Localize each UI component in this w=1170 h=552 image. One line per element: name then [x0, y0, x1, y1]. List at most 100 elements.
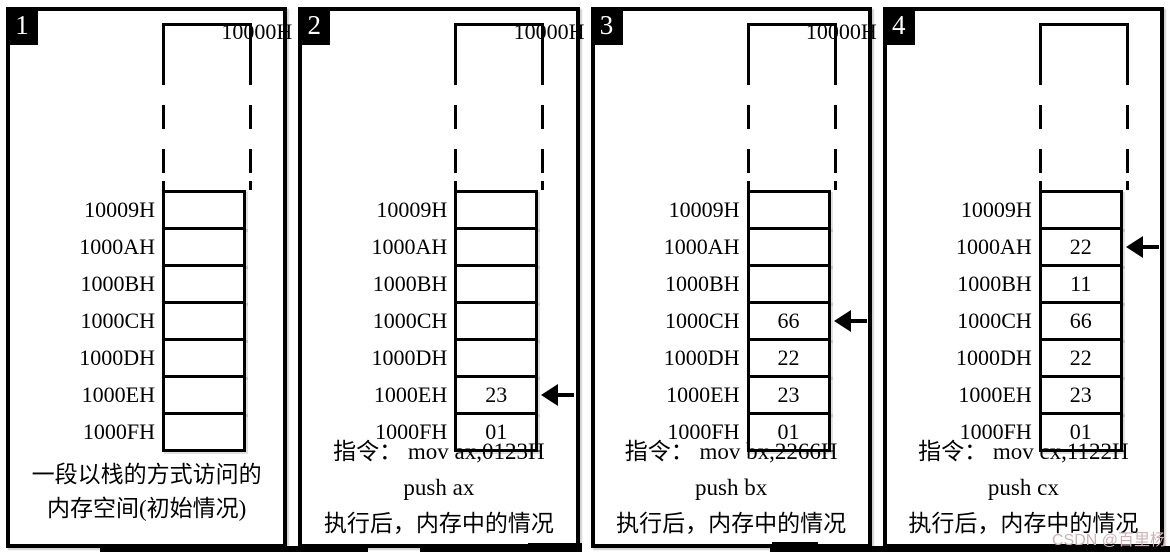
memory-row: 1000FH 01: [667, 412, 831, 452]
memory-gap-end: [162, 181, 252, 190]
panel-number-badge: 3: [590, 7, 623, 45]
address-label: 10000H: [805, 19, 877, 44]
caption-line: 指令： mov bx,2266H: [624, 439, 838, 464]
memory-top-cell: [454, 23, 545, 64]
cropped-next-figure-edge: [420, 546, 528, 552]
address-label: 1000BH: [664, 271, 740, 296]
caption-line: 执行后，内存中的情况: [323, 511, 554, 536]
memory-row: 1000EH 23: [374, 375, 575, 415]
cell-value: 22: [777, 345, 800, 370]
address-label: 1000AH: [371, 234, 448, 259]
stack-pointer-arrow: [833, 310, 867, 332]
caption-line: 指令： mov cx,1122H: [918, 439, 1129, 464]
memory-row: 10009H: [376, 190, 539, 230]
panel-caption: 一段以栈的方式访问的 内存空间(初始情况): [10, 458, 283, 526]
arrow-shaft: [848, 319, 867, 323]
caption-line: push cx: [987, 475, 1059, 500]
cell-value: 22: [1069, 345, 1092, 370]
memory-row: 1000AH: [371, 227, 539, 267]
memory-row: 1000BH: [665, 264, 831, 304]
address-label: 1000EH: [958, 382, 1032, 407]
memory-row: 1000DH 22: [664, 338, 831, 378]
caption-line: 执行后，内存中的情况: [616, 511, 847, 536]
memory-top-cell: [746, 23, 837, 64]
memory-row: 1000CH: [373, 301, 539, 341]
cell-value: 23: [1069, 382, 1092, 407]
address-label: 1000CH: [80, 308, 155, 333]
stack-pointer-arrow: [1125, 236, 1159, 258]
address-label: 1000FH: [667, 419, 740, 444]
cell-value: 23: [777, 382, 800, 407]
memory-row: 1000EH: [82, 375, 246, 415]
address-label: 10000H: [513, 19, 585, 44]
panel-caption: 指令： mov ax,0123H push ax 执行后，内存中的情况: [302, 434, 575, 542]
arrow-shaft: [1140, 245, 1159, 249]
address-label: 1000EH: [373, 382, 448, 407]
caption-line: 一段以栈的方式访问的: [31, 462, 262, 487]
caption-line: push ax: [403, 475, 475, 500]
memory-panel: 1 10000H 10009H 1000AH 1000BH 1000CH: [6, 7, 288, 548]
address-label: 1000AH: [955, 234, 1032, 259]
address-label: 1000CH: [372, 308, 448, 333]
address-label: 1000AH: [79, 234, 155, 259]
memory-row: 1000BH: [80, 264, 246, 304]
cropped-next-figure-edge: [770, 546, 1170, 552]
memory-row: 1000EH 23: [666, 375, 831, 415]
cell-value: 66: [1069, 308, 1092, 333]
memory-row: 1000DH: [371, 338, 539, 378]
address-label: 10000H: [221, 19, 293, 44]
memory-gap-dashed: [746, 61, 837, 181]
memory-rows: 10009H 1000AH 1000BH 1000CH 1000DH: [371, 190, 575, 452]
caption-line: 执行后，内存中的情况: [908, 511, 1139, 536]
memory-row: 1000CH 66: [665, 301, 867, 341]
address-label: 1000BH: [372, 271, 448, 296]
address-label: 1000CH: [664, 308, 740, 333]
address-label: 1000DH: [663, 345, 740, 370]
arrow-shaft: [556, 393, 575, 397]
memory-row: 1000AH 22: [956, 227, 1159, 267]
caption-line: push bx: [695, 475, 768, 500]
panel-caption: 指令： mov bx,2266H push bx 执行后，内存中的情况: [595, 434, 868, 542]
arrow-head-icon: [541, 384, 559, 406]
cell-value: 01: [777, 419, 800, 444]
memory-gap-dashed: [162, 61, 252, 181]
arrow-head-icon: [1125, 236, 1143, 258]
cell-value: 66: [777, 308, 800, 333]
address-label: 10009H: [84, 197, 155, 222]
memory-gap-end: [454, 181, 545, 190]
memory-row: 10009H: [84, 190, 246, 230]
address-label: 1000FH: [375, 419, 448, 444]
memory-top-cell: [162, 23, 252, 64]
memory-panel: 4 10000H 10009H 1000AH 22 1000BH 11 1000…: [806, 7, 1164, 548]
panel-number-badge: 2: [298, 7, 331, 45]
caption-line: 指令： mov ax,0123H: [333, 439, 545, 464]
memory-row: 10009H: [669, 190, 831, 230]
address-label: 1000DH: [79, 345, 155, 370]
memory-panel: 3 10000H 10009H 1000AH 1000BH 1000CH 66: [514, 7, 872, 548]
cropped-next-figure-edge: [772, 542, 818, 552]
memory-row: 1000AH: [664, 227, 831, 267]
memory-panel: 2 10000H 10009H 1000AH 1000BH 1000CH: [221, 7, 580, 548]
panel-caption: 指令： mov cx,1122H push cx 执行后，内存中的情况: [887, 434, 1160, 542]
memory-row: 1000FH 01: [960, 412, 1123, 452]
memory-row: 1000BH 11: [957, 264, 1123, 304]
address-label: 10009H: [376, 197, 448, 222]
address-label: 10009H: [960, 197, 1032, 222]
memory-rows: 10009H 1000AH 1000BH 1000CH 1000DH: [79, 190, 246, 452]
address-label: 1000DH: [955, 345, 1032, 370]
address-label: 1000DH: [371, 345, 448, 370]
cropped-next-figure-edge: [528, 543, 582, 552]
panel-number-badge: 1: [6, 7, 38, 45]
memory-gap-dashed: [454, 61, 545, 181]
memory-top-cell: [1038, 23, 1129, 64]
cell-value: 01: [1069, 419, 1092, 444]
cropped-next-figure-edge: [100, 546, 368, 552]
address-label: 1000FH: [959, 419, 1032, 444]
memory-row: 1000FH 01: [375, 412, 539, 452]
memory-rows: 10009H 1000AH 1000BH 1000CH 66 1000DH: [664, 190, 867, 452]
cell-value: 23: [485, 382, 508, 407]
memory-row: 1000EH 23: [958, 375, 1123, 415]
memory-row: 1000DH: [79, 338, 246, 378]
memory-gap-dashed: [1038, 61, 1129, 181]
